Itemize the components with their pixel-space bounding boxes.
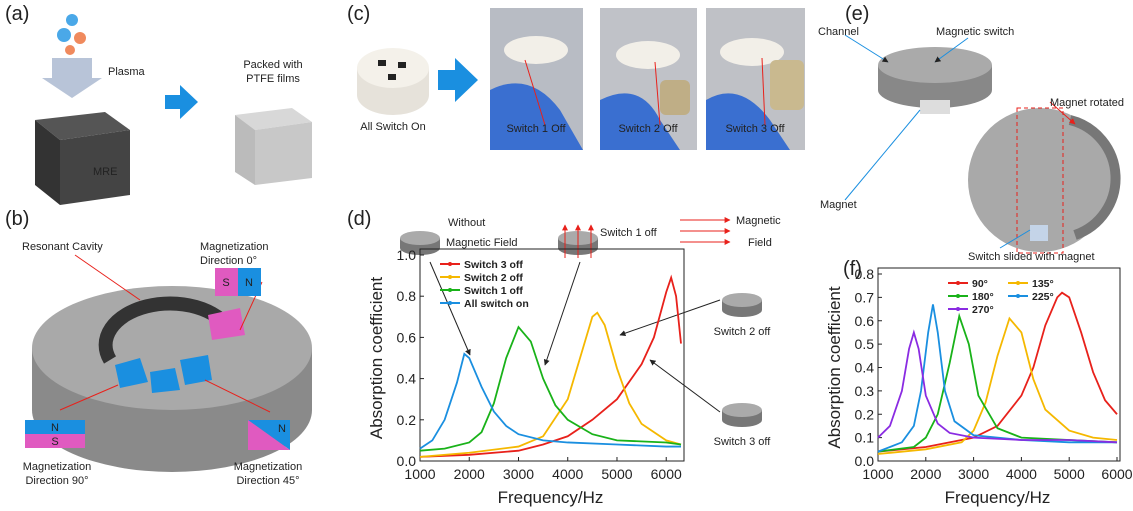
y-tick-label: 0.6: [397, 329, 417, 345]
panel-d-art: [400, 220, 762, 427]
panel-label: (a): [5, 3, 29, 25]
y-tick-label: 0.0: [855, 453, 875, 469]
label: Packed with: [243, 59, 302, 71]
label: Direction 90°: [25, 475, 88, 487]
label: All Switch On: [360, 121, 425, 133]
legend-marker: [448, 301, 452, 305]
label: PTFE films: [246, 73, 300, 85]
series-line: [878, 304, 1117, 451]
x-tick-label: 2000: [454, 466, 485, 482]
label: Switch 3 off: [714, 436, 772, 448]
label: Switch 1 off: [600, 227, 658, 239]
x-axis-title: Frequency/Hz: [498, 488, 604, 507]
y-tick-label: 0.1: [855, 430, 875, 446]
legend-marker: [956, 281, 960, 285]
x-axis-title: Frequency/Hz: [945, 488, 1051, 507]
label: Switch 2 off: [714, 326, 772, 338]
magnet-pole: N: [278, 423, 286, 435]
legend-label: All switch on: [464, 298, 529, 310]
x-tick-label: 4000: [552, 466, 583, 482]
series-line: [420, 327, 681, 451]
label: Channel: [818, 26, 859, 38]
figure: (a) (b) (c) (d) (e) (f) Plasma MRE Packe…: [0, 0, 1133, 511]
y-tick-label: 0.8: [397, 288, 417, 304]
legend-marker: [1016, 294, 1020, 298]
label: Resonant Cavity: [22, 241, 103, 253]
y-tick-label: 0.4: [397, 371, 417, 387]
legend-label: 135°: [1032, 278, 1054, 290]
label: Switch slided with magnet: [968, 251, 1095, 263]
x-tick-label: 5000: [601, 466, 632, 482]
legend-label: Switch 1 off: [464, 285, 523, 297]
x-tick-label: 3000: [958, 466, 989, 482]
magnet-pole: N: [245, 277, 253, 289]
plot-frame: [878, 268, 1120, 461]
label: Magnetization: [234, 461, 303, 473]
legend-marker: [956, 294, 960, 298]
legend-label: 90°: [972, 278, 988, 290]
series-line: [878, 318, 1117, 454]
label: Without: [448, 217, 485, 229]
page: (a) (b) (c) (d) (e) (f) Plasma MRE Packe…: [0, 0, 1133, 511]
label: Switch 2 Off: [618, 123, 678, 135]
y-tick-label: 0.6: [855, 313, 875, 329]
x-tick-label: 6000: [651, 466, 682, 482]
legend-marker: [448, 288, 452, 292]
label: MRE: [93, 166, 117, 178]
panel-b-art: [25, 255, 312, 472]
x-tick-label: 2000: [910, 466, 941, 482]
y-axis-title: Absorption coefficient: [367, 277, 386, 440]
panel-label: (d): [347, 208, 371, 230]
panel-label: (b): [5, 208, 29, 230]
legend-label: 225°: [1032, 291, 1054, 303]
x-tick-label: 6000: [1101, 466, 1132, 482]
y-axis-title: Absorption coefficient: [825, 286, 844, 449]
label: Magnetization: [23, 461, 92, 473]
x-tick-label: 3000: [503, 466, 534, 482]
y-tick-label: 0.8: [855, 266, 875, 282]
legend-label: Switch 2 off: [464, 272, 523, 284]
plot-frame: [420, 249, 684, 461]
series-line: [420, 278, 681, 457]
x-tick-label: 5000: [1054, 466, 1085, 482]
magnet-pole: S: [222, 277, 229, 289]
label: Magnetic: [736, 215, 781, 227]
label: Direction 45°: [236, 475, 299, 487]
y-tick-label: 0.0: [397, 453, 417, 469]
label: Magnetization: [200, 241, 269, 253]
legend-marker: [448, 262, 452, 266]
panel-a-art: [35, 14, 312, 205]
series-line: [878, 316, 1117, 452]
legend-label: 270°: [972, 304, 994, 316]
label: Plasma: [108, 66, 146, 78]
magnet-pole: N: [51, 422, 59, 434]
panel-label: (c): [347, 3, 370, 25]
series-line: [420, 354, 681, 449]
y-tick-label: 0.4: [855, 360, 875, 376]
panel-label: (e): [845, 3, 869, 25]
label: Switch 1 Off: [506, 123, 566, 135]
y-tick-label: 1.0: [397, 247, 417, 263]
label: Magnet rotated: [1050, 97, 1124, 109]
y-tick-label: 0.2: [397, 412, 417, 428]
legend-label: 180°: [972, 291, 994, 303]
y-tick-label: 0.2: [855, 406, 875, 422]
legend-marker: [1016, 281, 1020, 285]
x-tick-label: 4000: [1006, 466, 1037, 482]
label: Magnetic Field: [446, 237, 518, 249]
series-line: [420, 313, 681, 457]
legend-marker: [448, 275, 452, 279]
label: Magnet: [820, 199, 857, 211]
y-tick-label: 0.3: [855, 383, 875, 399]
y-tick-label: 0.7: [855, 289, 875, 305]
label: Direction 0°: [200, 255, 257, 267]
label: Field: [748, 237, 772, 249]
y-tick-label: 0.5: [855, 336, 875, 352]
legend-label: Switch 3 off: [464, 259, 523, 271]
magnet-pole: S: [51, 436, 58, 448]
legend-marker: [956, 307, 960, 311]
label: Switch 3 Off: [725, 123, 785, 135]
panel-e-art: [845, 35, 1116, 253]
label: Magnetic switch: [936, 26, 1014, 38]
